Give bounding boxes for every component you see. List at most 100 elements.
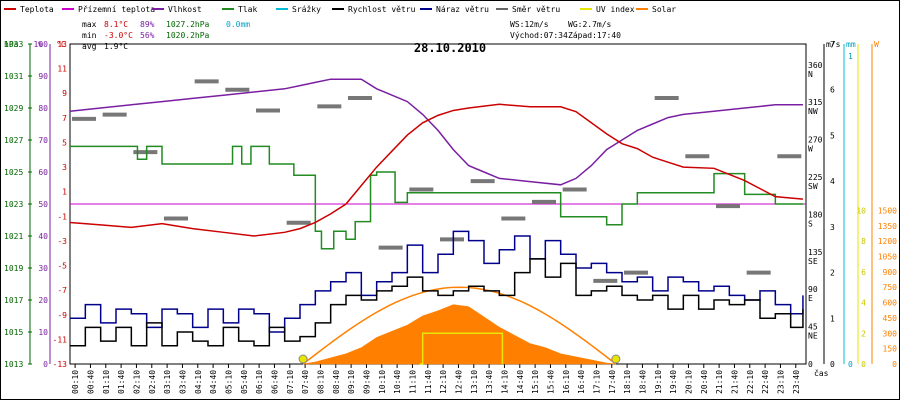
axis-degc-tick: -3	[57, 237, 67, 246]
axis-w-label: W	[874, 40, 879, 49]
stat-max-label: max	[82, 20, 97, 29]
axis-time-tick: 09:10	[347, 370, 356, 394]
axis-time-tick: 03:10	[163, 370, 172, 394]
axis-hpa-tick: 1015	[4, 328, 23, 337]
axis-time-tick: 02:40	[148, 370, 157, 394]
axis-dir-tick: S	[808, 219, 813, 228]
axis-hpa-tick: 1033	[4, 40, 23, 49]
axis-uv-tick: 4	[861, 299, 866, 308]
axis-uv-tick: 10	[856, 206, 866, 215]
stat-max-temp: 8.1°C	[104, 20, 128, 29]
axis-w-tick: 1500	[878, 206, 897, 215]
axis-time-tick: 10:40	[393, 370, 402, 394]
axis-dir-tick: 180	[808, 210, 823, 219]
legend-label-3: Tlak	[238, 5, 257, 14]
axis-degc-tick: 3	[62, 163, 67, 172]
axis-pct-tick: 40	[38, 232, 48, 241]
axis-time-tick: 07:40	[301, 370, 310, 394]
sunset-marker	[611, 354, 621, 364]
axis-w-tick: 450	[883, 314, 898, 323]
axis-hpa-tick: 1031	[4, 72, 23, 81]
axis-degc-tick: -9	[57, 311, 67, 320]
axis-time-tick: 22:40	[761, 370, 770, 394]
axis-pct-tick: 0	[43, 360, 48, 369]
axis-time-tick: 12:10	[439, 370, 448, 394]
axis-degc-tick: -13	[53, 360, 68, 369]
axis-time-tick: 13:40	[485, 370, 494, 394]
axis-time-tick: 15:40	[546, 370, 555, 394]
axis-degc-tick: 13	[57, 40, 67, 49]
axis-degc-tick: 9	[62, 89, 67, 98]
temperature-line	[69, 103, 803, 237]
axis-w-tick: 150	[883, 345, 898, 354]
axis-pct-label: %	[38, 40, 43, 49]
axis-hpa-tick: 1029	[4, 104, 23, 113]
axis-time-tick: 02:10	[132, 370, 141, 394]
axis-hpa-tick: 1021	[4, 232, 23, 241]
axis-dir-tick: 315	[808, 98, 823, 107]
axis-time-tick: 20:10	[684, 370, 693, 394]
axis-degc-tick: 5	[62, 138, 67, 147]
stat-min-press: 1020.2hPa	[166, 31, 210, 40]
axis-ms-tick: 4	[830, 177, 835, 186]
axis-degc-tick: -11	[53, 335, 68, 344]
legend-label-7: Směr větru	[512, 5, 560, 14]
axis-w-tick: 300	[883, 329, 898, 338]
axis-dir-tick: SW	[808, 182, 818, 191]
axis-dir-tick: N	[808, 70, 813, 79]
axis-time-tick: 22:10	[746, 370, 755, 394]
axis-degc-tick: -1	[57, 212, 67, 221]
legend-label-5: Rychlost větru	[348, 5, 416, 14]
axis-hpa-tick: 1023	[4, 200, 23, 209]
axis-ms-tick: 0	[830, 360, 835, 369]
stat-max-hum: 89%	[140, 20, 155, 29]
axis-hpa-tick: 1017	[4, 296, 23, 305]
axis-dir-tick: SE	[808, 257, 818, 266]
axis-time-tick: 05:10	[224, 370, 233, 394]
axis-degc-tick: 7	[62, 114, 67, 123]
axis-time-tick: 16:10	[562, 370, 571, 394]
axis-w-tick: 0	[892, 360, 897, 369]
solar-area	[303, 304, 616, 365]
axis-w-tick: 900	[883, 268, 898, 277]
stat-sunrise: Východ:07:34	[510, 31, 568, 40]
axis-degc-tick: 11	[57, 65, 67, 74]
axis-time-tick: 06:40	[270, 370, 279, 394]
axis-degc-label: °C	[56, 40, 66, 49]
axis-time-tick: 06:10	[255, 370, 264, 394]
axis-time-tick: 14:40	[516, 370, 525, 394]
axis-time-tick: 03:40	[178, 370, 187, 394]
axis-time-tick: 11:10	[408, 370, 417, 394]
chart-title: 28.10.2010	[414, 41, 486, 55]
axis-pct-tick: 20	[38, 296, 48, 305]
axis-w-tick: 1200	[878, 237, 897, 246]
axis-mm-tick: 1	[848, 52, 853, 61]
axis-time-tick: 23:10	[776, 370, 785, 394]
legend-label-0: Teplota	[20, 5, 54, 14]
axis-pct-tick: 70	[38, 136, 48, 145]
axis-pct-tick: 80	[38, 104, 48, 113]
humidity-line	[69, 78, 803, 186]
stat-max-press: 1027.2hPa	[166, 20, 210, 29]
axis-time-tick: 08:10	[316, 370, 325, 394]
axis-time-tick: 15:10	[531, 370, 540, 394]
axis-w-tick: 1350	[878, 222, 897, 231]
legend-label-6: Náraz větru	[436, 5, 489, 14]
axis-w-tick: 750	[883, 283, 898, 292]
axis-time-tick: 05:40	[240, 370, 249, 394]
sunrise-marker	[298, 354, 308, 364]
axis-dir-tick: NE	[808, 332, 818, 341]
axis-dir-tick: 225	[808, 173, 823, 182]
axis-hpa-tick: 1025	[4, 168, 23, 177]
wind-gust-line	[70, 230, 804, 333]
axis-hpa-tick: 1027	[4, 136, 23, 145]
axis-time-tick: 08:40	[332, 370, 341, 394]
axis-time-tick: 12:40	[454, 370, 463, 394]
uv-line	[419, 332, 504, 365]
wind-speed-line	[70, 258, 804, 347]
axis-mm-tick: 0	[848, 360, 853, 369]
pressure-line	[70, 145, 803, 250]
axis-time-tick: 19:40	[669, 370, 678, 394]
axis-dir-tick: 0	[808, 360, 813, 369]
